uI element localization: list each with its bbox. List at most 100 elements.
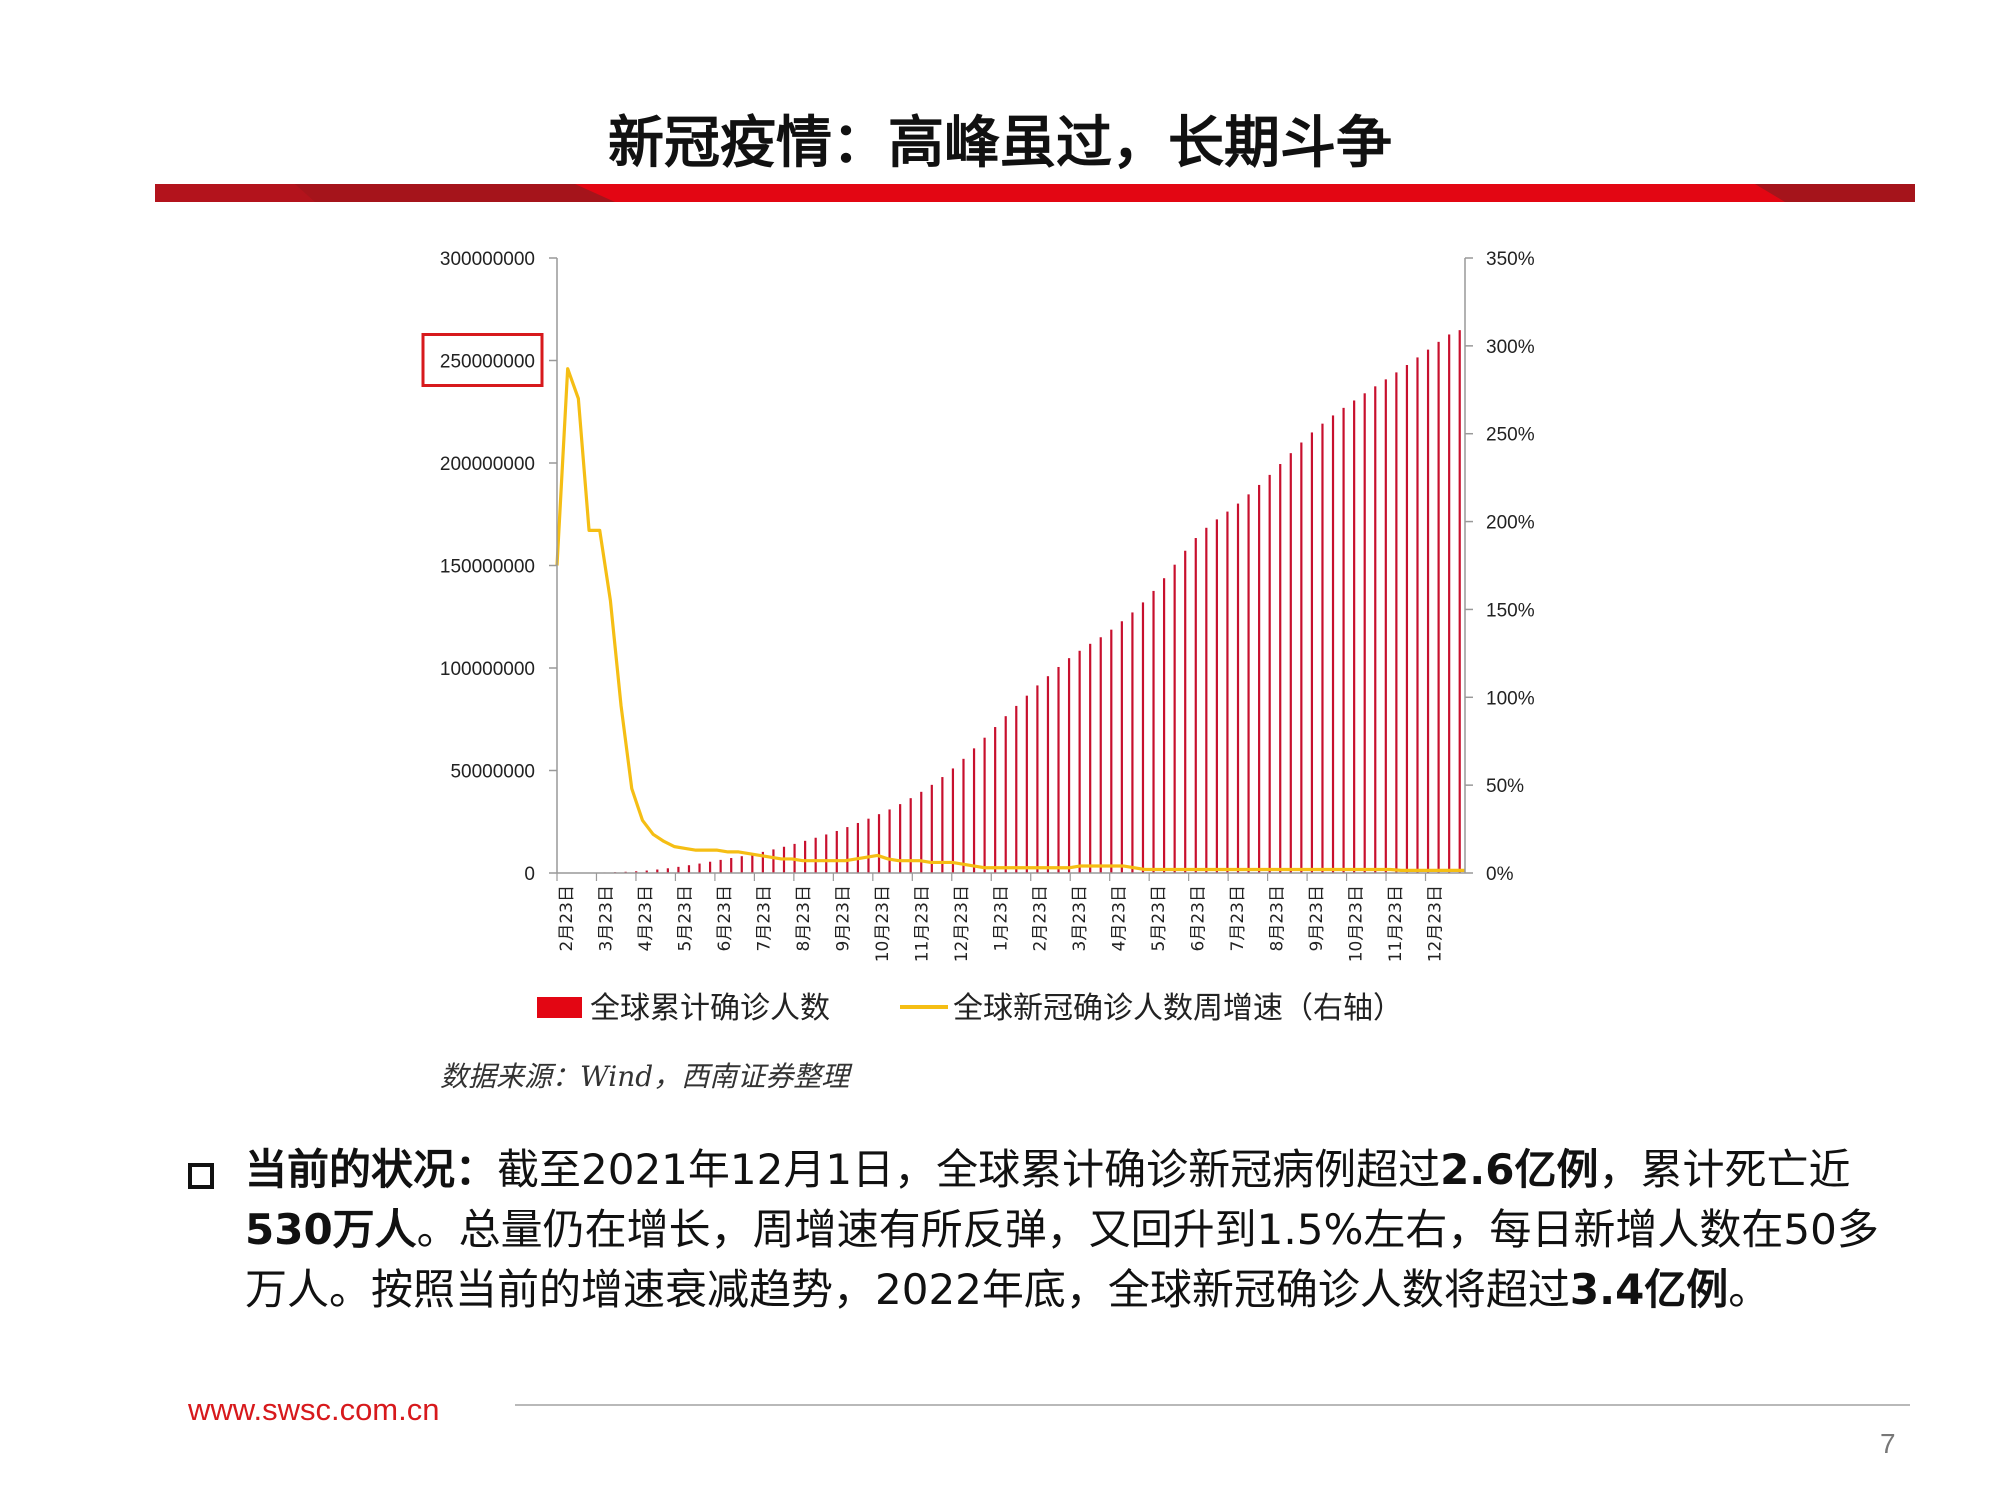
bar-18 [751,854,754,873]
bar-57 [1162,578,1166,873]
legend-label-line: 全球新冠确诊人数周增速（右轴） [953,991,1403,1026]
page-title: 新冠疫情：高峰虽过，长期斗争 [608,111,1392,176]
bar-47 [1057,666,1060,873]
bar-58 [1173,564,1176,873]
bar-54 [1131,612,1134,873]
bar-48 [1067,658,1071,873]
x-tick-label-11: 1月23日 [991,885,1011,951]
left-tick-label-1: 50000000 [450,762,535,783]
x-tick-label-17: 7月23日 [1228,885,1248,951]
data-source-note: 数据来源：Wind，西南证券整理 [440,1060,850,1093]
bar-17 [740,856,743,873]
x-tick-label-22: 12月23日 [1426,885,1446,962]
bar-43 [1015,705,1018,873]
x-tick-label-5: 7月23日 [754,885,774,951]
line-series-weekly-growth [555,367,1465,872]
bar-34 [920,791,923,873]
x-tick-label-2: 4月23日 [636,885,656,951]
chart-legend: 全球累计确诊人数 全球新冠确诊人数周增速（右轴） [537,991,1403,1026]
bar-9 [656,869,659,873]
bar-65 [1247,494,1250,873]
bar-71 [1310,432,1314,873]
bar-19 [761,851,764,873]
bar-53 [1120,621,1123,873]
footer-website-link[interactable]: www.swsc.com.cn [188,1392,440,1427]
right-tick-label-4: 200% [1486,513,1535,534]
legend-swatch-bar [537,997,582,1018]
bar-27 [846,827,849,873]
bar-36 [941,777,944,873]
x-tick-label-8: 10月23日 [873,885,893,962]
bar-50 [1089,643,1092,873]
bar-79 [1395,372,1398,873]
bar-61 [1205,527,1208,873]
bar-series-cumulative-cases [561,330,1461,874]
bar-24 [814,837,817,873]
bar-44 [1025,695,1028,873]
bar-77 [1374,386,1377,873]
bar-45 [1036,685,1039,873]
bar-8 [645,870,648,873]
bar-73 [1331,415,1335,873]
bar-84 [1448,334,1451,874]
bar-15 [719,859,722,873]
status-label: 当前的状况： [245,1145,498,1194]
title-divider-band [155,184,1915,202]
highlight-box [421,333,544,387]
left-tick-label-2: 100000000 [440,659,535,680]
bar-81 [1416,357,1419,873]
bar-12 [687,865,691,873]
status-bold-2: 530万人 [245,1205,417,1254]
bar-82 [1426,349,1430,873]
x-tick-label-0: 2月23日 [557,885,577,951]
bar-83 [1437,341,1440,874]
bar-80 [1405,365,1409,873]
bar-52 [1110,629,1113,873]
checkbox-bullet-icon [188,1163,214,1189]
bar-68 [1279,464,1282,873]
bar-7 [635,871,638,873]
bar-10 [666,868,669,873]
footer-divider [515,1404,1910,1406]
right-axis-ticks: 0% 50% 100% 150% 200% 250% 300% 350% [1465,249,1535,885]
bar-41 [994,727,997,873]
bar-35 [930,784,933,873]
right-tick-label-3: 150% [1486,600,1535,621]
right-tick-label-6: 300% [1486,337,1535,358]
bar-46 [1046,676,1050,873]
bar-29 [867,818,870,873]
bar-38 [962,758,965,873]
right-tick-label-0: 0% [1486,864,1514,885]
bar-23 [804,840,807,873]
x-tick-label-21: 11月23日 [1386,885,1406,962]
status-text-4: 。 [1728,1265,1771,1314]
status-text-2: ，累计死亡近 [1598,1145,1851,1194]
left-tick-label-0: 0 [524,864,535,885]
left-tick-label-5: 250000000 [440,352,535,373]
bar-37 [951,768,955,873]
bar-70 [1300,442,1303,873]
bar-30 [877,814,881,873]
bar-59 [1184,550,1187,873]
bar-25 [825,834,828,873]
covid-chart: 0 50000000 100000000 150000000 200000000 2500… [421,249,1535,1026]
left-tick-label-3: 150000000 [440,557,535,578]
x-tick-label-3: 5月23日 [675,885,695,951]
left-axis-ticks: 0 50000000 100000000 150000000 200000000 2500… [440,249,557,885]
status-text-1: 截至2021年12月1日，全球累计确诊新冠病例超过 [497,1145,1441,1194]
bar-20 [772,849,775,873]
status-bold-3: 3.4亿例 [1569,1265,1729,1314]
x-tick-label-14: 4月23日 [1110,885,1130,951]
bar-11 [677,866,680,873]
bar-72 [1321,423,1324,873]
bar-85 [1458,330,1461,873]
x-tick-label-7: 9月23日 [833,885,853,951]
x-tick-label-12: 2月23日 [1031,885,1051,951]
bar-63 [1226,511,1229,873]
left-tick-label-4: 200000000 [440,454,535,475]
x-tick-label-10: 12月23日 [952,885,972,962]
bar-28 [856,822,860,873]
status-paragraph: 当前的状况：截至2021年12月1日，全球累计确诊新冠病例超过2.6亿例，累计死… [245,1140,1895,1320]
bar-51 [1099,637,1102,873]
x-tick-label-9: 11月23日 [912,885,932,962]
